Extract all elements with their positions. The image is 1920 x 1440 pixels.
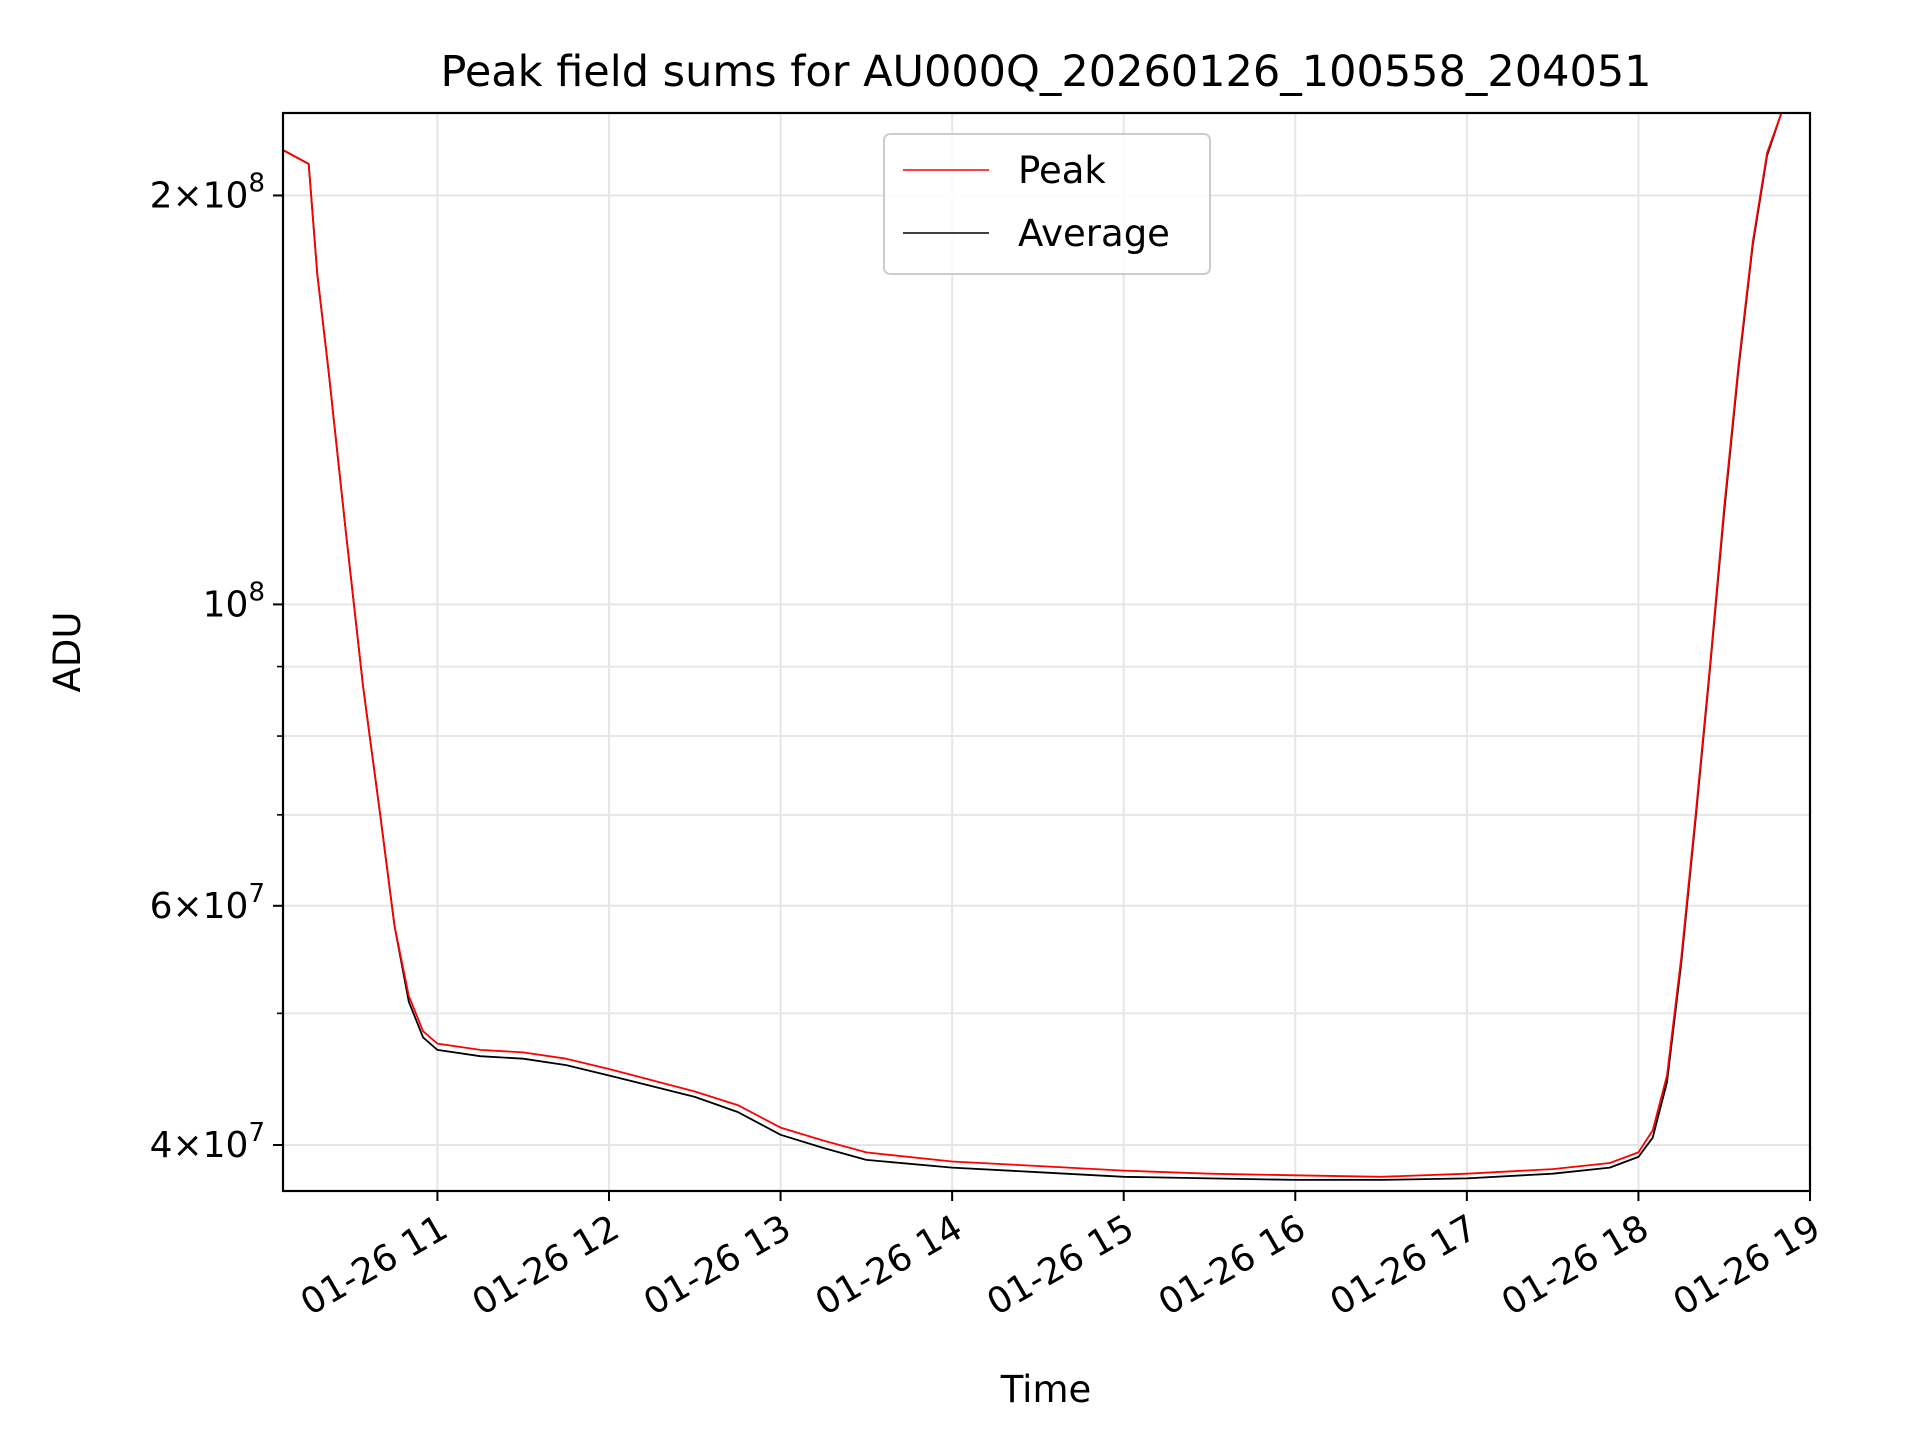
y-tick-label-3: 2×108 bbox=[150, 168, 265, 216]
y-tick-label-0: 4×107 bbox=[150, 1118, 265, 1166]
series-lines bbox=[283, 113, 1783, 1181]
grid bbox=[283, 113, 1811, 1191]
series-line-peak bbox=[283, 113, 1783, 1178]
legend: Peak Average bbox=[883, 133, 1211, 275]
legend-box bbox=[883, 133, 1211, 275]
chart-title: Peak field sums for AU000Q_20260126_1005… bbox=[440, 47, 1651, 97]
legend-label-peak: Peak bbox=[1018, 149, 1106, 192]
legend-label-average: Average bbox=[1018, 212, 1170, 255]
x-axis-label: Time bbox=[1000, 1368, 1092, 1411]
y-axis-label: ADU bbox=[46, 612, 89, 693]
y-tick-label-2: 108 bbox=[203, 577, 265, 625]
y-tick-label-1: 6×107 bbox=[150, 879, 265, 927]
plot-frame bbox=[281, 111, 1812, 1193]
y-axis-ticks: 4×107 6×107 108 2×108 bbox=[150, 168, 283, 1166]
